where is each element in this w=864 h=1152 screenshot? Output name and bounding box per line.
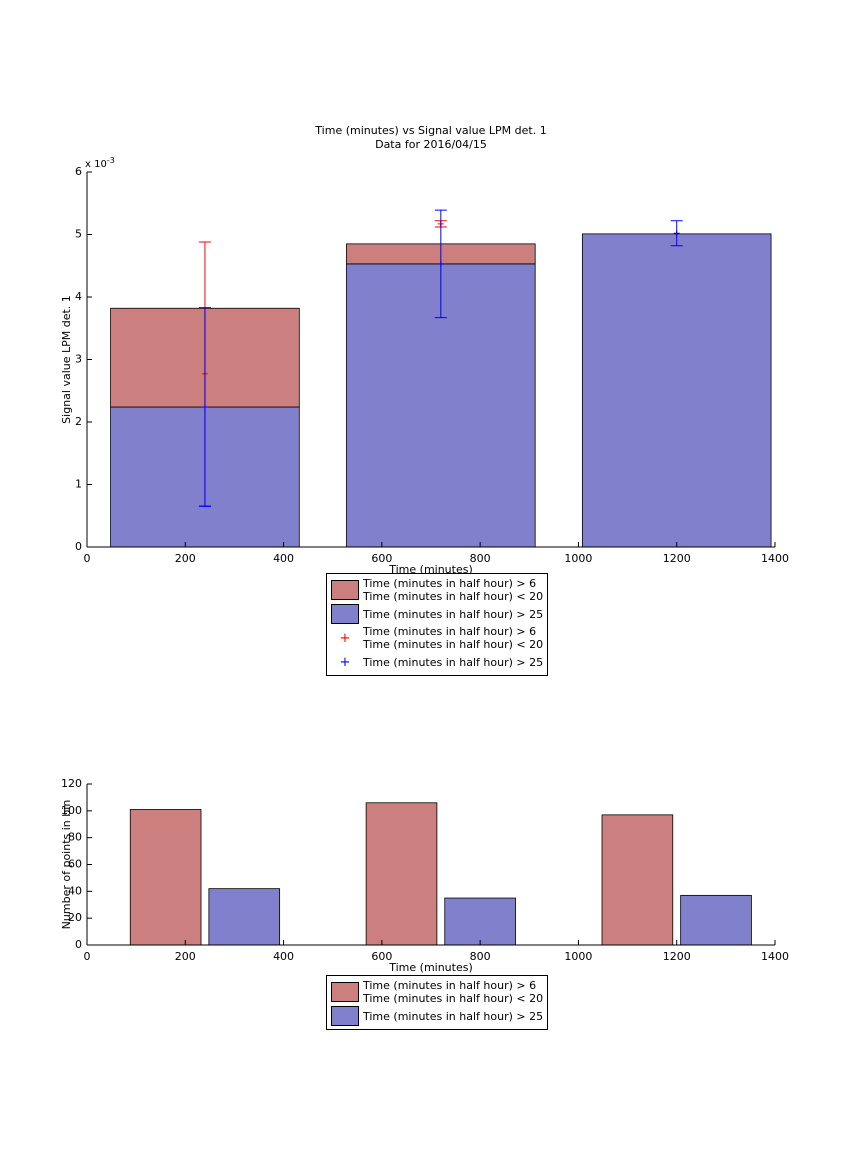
bar <box>601 814 674 946</box>
bar <box>581 233 772 548</box>
multiplier-base: x 10 <box>85 159 107 170</box>
y-tick-label: 40 <box>68 884 82 897</box>
x-tick-label: 400 <box>273 950 294 963</box>
bar <box>680 894 752 946</box>
y-tick-label: 80 <box>68 831 82 844</box>
x-tick-label: 600 <box>371 950 392 963</box>
legend-entry: Time (minutes in half hour) > 25 <box>331 1006 543 1026</box>
y-tick-label: 3 <box>75 353 82 366</box>
x-tick-label: 600 <box>371 552 392 565</box>
chart-subtitle: Data for 2016/04/15 <box>375 138 487 151</box>
y-tick-label: 4 <box>75 290 82 303</box>
y-tick-label: 60 <box>68 858 82 871</box>
legend-label: Time (minutes in half hour) > 6 Time (mi… <box>363 979 544 1005</box>
legend-label: Time (minutes in half hour) > 25 <box>363 655 544 669</box>
legend-label: Time (minutes in half hour) > 25 <box>363 607 544 621</box>
x-tick-label: 400 <box>273 552 294 565</box>
legend-entry: + Time (minutes in half hour) > 25 <box>331 652 544 672</box>
y-tick-label: 120 <box>61 777 82 790</box>
legend-entry: Time (minutes in half hour) > 6 Time (mi… <box>331 577 543 603</box>
y-tick-label: 2 <box>75 415 82 428</box>
x-tick-label: 200 <box>175 950 196 963</box>
legend-swatch <box>331 580 359 600</box>
legend-entry: + Time (minutes in half hour) > 6 Time (m… <box>331 625 544 651</box>
legend: Time (minutes in half hour) > 6 Time (mi… <box>326 975 549 1030</box>
y-tick-label: 20 <box>68 911 82 924</box>
y-tick-label: 0 <box>75 938 82 951</box>
legend-entry: Time (minutes in half hour) > 6 Time (mi… <box>331 979 543 1005</box>
x-tick-label: 0 <box>84 552 91 565</box>
legend-swatch: + <box>339 654 351 670</box>
x-axis-label: Time (minutes) <box>388 563 473 576</box>
y-tick-label: 100 <box>61 804 82 817</box>
legend: Time (minutes in half hour) > 6 Time (mi… <box>326 573 549 676</box>
y-tick-label: 1 <box>75 478 82 491</box>
legend-swatch <box>331 1006 359 1026</box>
x-tick-label: 1200 <box>663 950 691 963</box>
x-tick-label: 0 <box>84 950 91 963</box>
legend-entry: Time (minutes in half hour) > 25 <box>331 604 543 624</box>
y-tick-label: 5 <box>75 228 82 241</box>
y-axis-label: Signal value LPM det. 1 <box>60 295 73 424</box>
bar <box>208 888 281 946</box>
bar <box>365 802 438 946</box>
x-tick-label: 1200 <box>663 552 691 565</box>
y-tick-label: 6 <box>75 165 82 178</box>
x-tick-label: 1400 <box>761 552 789 565</box>
legend-label: Time (minutes in half hour) > 25 <box>363 1009 544 1023</box>
x-tick-label: 800 <box>470 950 491 963</box>
y-axis-label: Number of points in bin <box>60 800 73 930</box>
legend-swatch: + <box>339 630 351 646</box>
chart-title: Time (minutes) vs Signal value LPM det. … <box>314 124 546 137</box>
error-marker <box>673 230 680 237</box>
x-tick-label: 800 <box>470 552 491 565</box>
error-marker <box>201 404 208 410</box>
legend-swatch <box>331 982 359 1002</box>
x-tick-label: 1000 <box>564 552 592 565</box>
legend-swatch <box>331 604 359 624</box>
error-marker <box>437 260 444 267</box>
x-axis-label: Time (minutes) <box>388 961 473 974</box>
axis-multiplier: x 10-3 <box>85 156 115 171</box>
bar <box>444 897 516 946</box>
bar <box>129 809 202 946</box>
x-tick-label: 1000 <box>564 950 592 963</box>
legend-label: Time (minutes in half hour) > 6 Time (mi… <box>363 625 544 651</box>
x-tick-label: 1400 <box>761 950 789 963</box>
x-tick-label: 200 <box>175 552 196 565</box>
legend-label: Time (minutes in half hour) > 6 Time (mi… <box>363 577 544 603</box>
y-tick-label: 0 <box>75 540 82 553</box>
multiplier-exponent: -3 <box>107 156 115 165</box>
